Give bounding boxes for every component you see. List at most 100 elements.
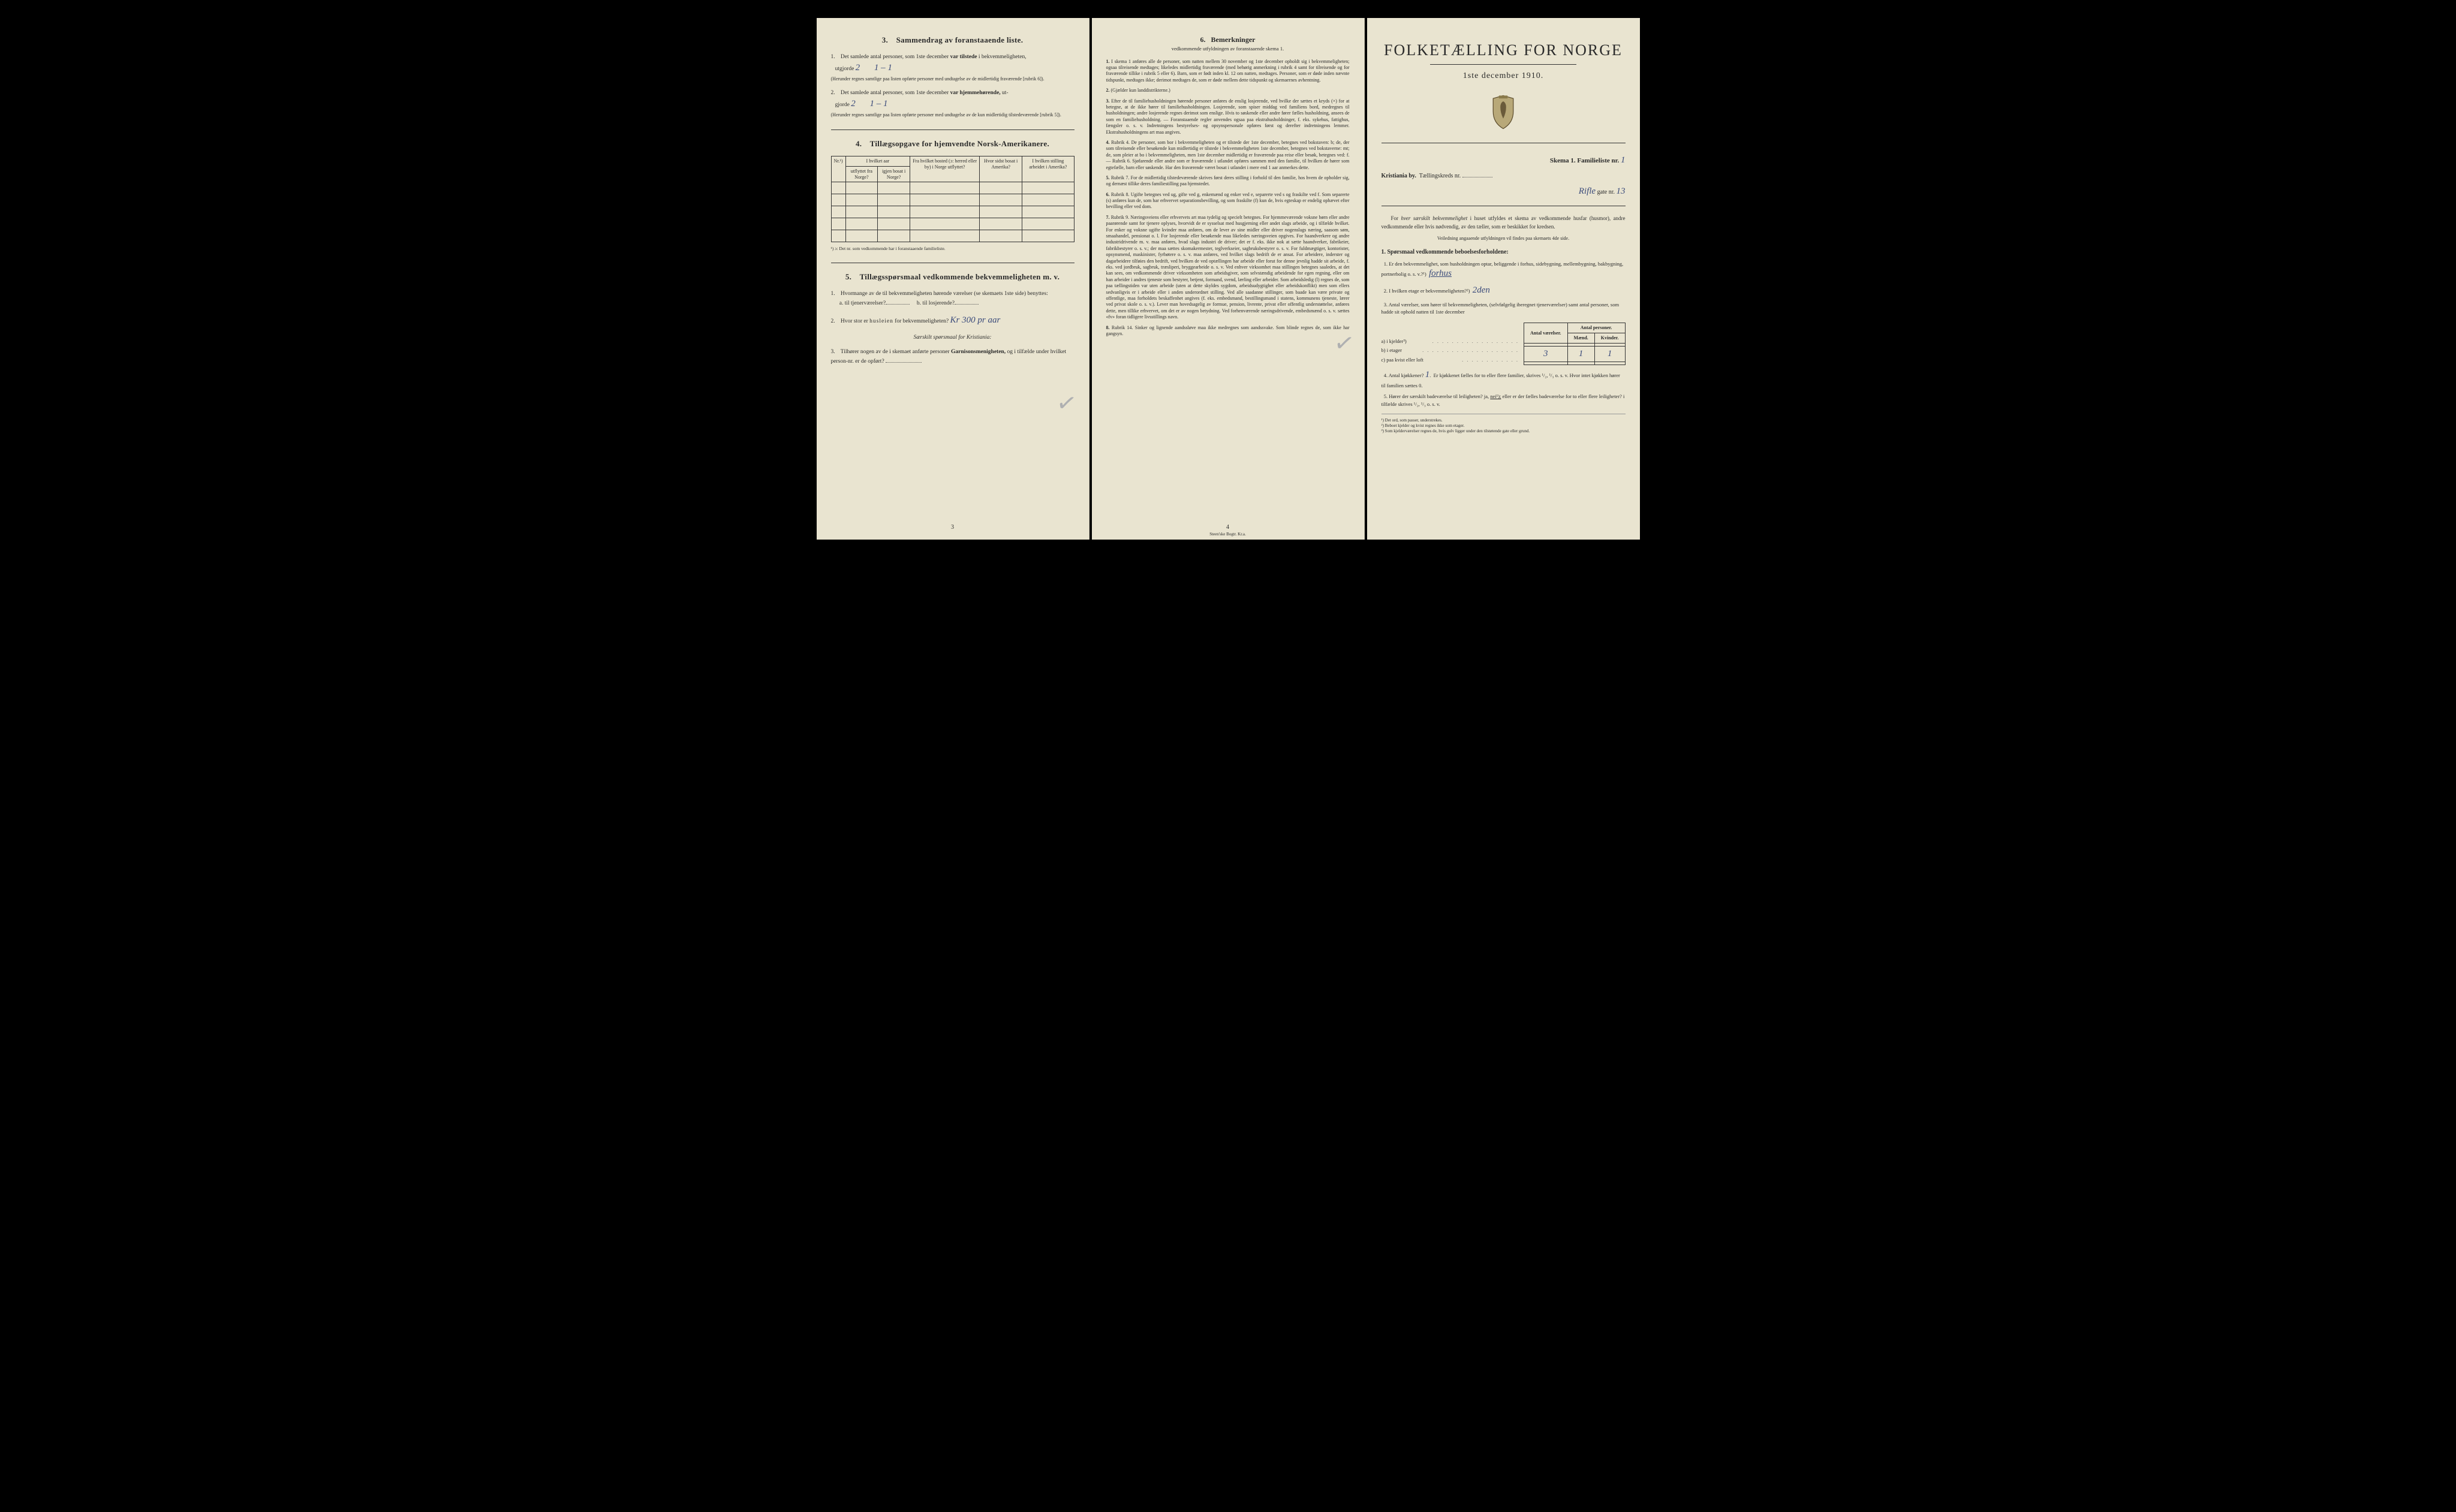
row-b-label: b) i etager <box>1382 347 1423 354</box>
section-4-title: 4. Tillægsopgave for hjemvendte Norsk-Am… <box>831 138 1074 149</box>
hq-4-value: 1 <box>1425 370 1430 379</box>
remark-7: 7. Rubrik 9. Næringsveiens eller erhverv… <box>1106 215 1350 321</box>
section-3-number: 3. <box>882 35 888 44</box>
hq-4: 4. Antal kjøkkener? 1. Er kjøkkenet fæll… <box>1382 369 1626 389</box>
remark-2: 2. (Gjælder kun landdistrikterne.) <box>1106 88 1350 94</box>
amerika-table: Nr.¹) I hvilket aar Fra hvilket bosted (… <box>831 156 1074 242</box>
hq-3: 3. Antal værelser, som hører til bekvemm… <box>1382 301 1626 316</box>
q3-1-note: (Herunder regnes samtlige paa listen opf… <box>831 76 1074 82</box>
street-label: gate nr. <box>1597 189 1615 195</box>
hq-5-nei: nei¹); <box>1490 393 1501 399</box>
footnotes: ¹) Det ord, som passer, understrekes. ²)… <box>1382 414 1626 434</box>
table-row <box>831 230 1074 242</box>
page-4: 6. Bemerkninger vedkommende utfyldningen… <box>1092 18 1365 540</box>
section-6-sub: vedkommende utfyldningen av foranstaaend… <box>1106 46 1350 52</box>
fn-3: ³) Som kjelderværelser regnes de, hvis g… <box>1382 429 1626 434</box>
q3-2-value: 2 <box>851 99 856 109</box>
census-date: 1ste december 1910. <box>1382 71 1626 82</box>
col-utfl: utflyttet fra Norge? <box>845 166 878 182</box>
col-aar: I hvilket aar <box>845 156 910 167</box>
q5-2-sp: husleien <box>869 318 893 324</box>
col-igjen: igjen bosat i Norge? <box>878 166 910 182</box>
address-line: Rifle gate nr. 13 <box>1382 185 1626 197</box>
q3-2-breakdown: 1 – 1 <box>870 99 888 109</box>
fn-1: ¹) Det ord, som passer, understrekes. <box>1382 418 1626 423</box>
q3-2-text-a: Det samlede antal personer, som 1ste dec… <box>841 90 949 96</box>
title-rule <box>1430 64 1576 65</box>
remark-1-text: I skema 1 anføres alle de personer, som … <box>1106 59 1350 83</box>
val-b-m: 1 <box>1567 346 1594 362</box>
hq-1-value: forhus <box>1429 269 1452 278</box>
section-5-title: 5. Tillægsspørsmaal vedkommende bekvemme… <box>831 272 1074 282</box>
q3-1-text-b: i bekvemmeligheten, <box>979 54 1027 60</box>
hq-2-value: 2den <box>1473 285 1490 295</box>
page-3: 3. Sammendrag av foranstaaende liste. 1.… <box>817 18 1089 540</box>
housing-questions: 1. Spørsmaal vedkommende beboelsesforhol… <box>1382 248 1626 408</box>
table-row <box>831 206 1074 218</box>
q3-2-text-b: ut- <box>1002 90 1009 96</box>
rooms-table: Antal værelser. Antal personer. Mænd. Kv… <box>1524 323 1626 365</box>
remark-6: 6. Rubrik 8. Ugifte betegnes ved ug, gif… <box>1106 192 1350 210</box>
remark-6-text: Rubrik 8. Ugifte betegnes ved ug, gifte … <box>1106 192 1350 210</box>
q5-2-value: Kr 300 pr aar <box>950 315 1001 325</box>
col-men: Mænd. <box>1567 333 1594 344</box>
col-stilling: I hvilken stilling arbeidet i Amerika? <box>1022 156 1074 182</box>
row-c-label: c) paa kvist eller loft <box>1382 356 1462 363</box>
page-1-cover: FOLKETÆLLING FOR NORGE 1ste december 191… <box>1367 18 1640 540</box>
district-label: Tællingskreds nr. <box>1419 173 1461 179</box>
remark-5: 5. Rubrik 7. For de midlertidig tilstede… <box>1106 175 1350 188</box>
hq-1-text: Er den bekvemmelighet, som husholdningen… <box>1382 261 1624 277</box>
remark-4: 4. Rubrik 4. De personer, som bor i bekv… <box>1106 140 1350 171</box>
skema-number: 1 <box>1621 155 1626 165</box>
val-b-k: 1 <box>1594 346 1625 362</box>
para1-em: hver særskilt bekvemmelighet <box>1401 215 1467 221</box>
skema-label: Skema 1. Familieliste nr. <box>1550 157 1619 164</box>
section-5-heading: Tillægsspørsmaal vedkommende bekvemmelig… <box>860 272 1060 281</box>
coat-of-arms-icon <box>1382 94 1626 132</box>
census-main-title: FOLKETÆLLING FOR NORGE <box>1382 40 1626 61</box>
hq-4-text: Antal kjøkkener? <box>1389 372 1424 378</box>
q5-2-pre: Hvor stor er <box>841 318 868 324</box>
remark-7-text: Rubrik 9. Næringsveiens eller erhvervets… <box>1106 215 1350 320</box>
section-3-title: 3. Sammendrag av foranstaaende liste. <box>831 35 1074 46</box>
q3-2: 2. Det samlede antal personer, som 1ste … <box>831 89 1074 119</box>
sec1-title: Spørsmaal vedkommende beboelsesforholden… <box>1387 249 1509 255</box>
divider-1 <box>831 129 1074 130</box>
table-row <box>831 182 1074 194</box>
page-number-3: 3 <box>817 523 1089 532</box>
q3-1-text-a: Det samlede antal personer, som 1ste dec… <box>841 54 949 60</box>
q5-1a: a. til tjenerværelser? <box>839 300 886 306</box>
q5-3-pre: Tilhører nogen av de i skemaet anførte p… <box>841 349 950 355</box>
section-3-heading: Sammendrag av foranstaaende liste. <box>896 35 1024 44</box>
street-name: Rifle <box>1579 186 1596 196</box>
col-sidst: Hvor sidst bosat i Amerika? <box>980 156 1022 182</box>
rooms-row-labels: a) i kjelder³). . . . . . . . . . . . . … <box>1382 319 1519 365</box>
q5-3-bold: Garnisonsmenigheten, <box>951 349 1006 355</box>
remark-2-text: (Gjælder kun landdistrikterne.) <box>1111 88 1170 93</box>
remark-3: 3. Efter de til familiehusholdningen hør… <box>1106 98 1350 135</box>
table-row <box>831 194 1074 206</box>
fn-2: ²) Beboet kjelder og kvist regnes ikke s… <box>1382 423 1626 429</box>
remark-5-text: Rubrik 7. For de midlertidig tilstedevær… <box>1106 175 1350 186</box>
remark-8: 8. Rubrik 14. Sinker og lignende aandssl… <box>1106 325 1350 338</box>
q3-2-utg: gjorde <box>835 102 850 108</box>
remark-1: 1. I skema 1 anføres alle de personer, s… <box>1106 59 1350 84</box>
q3-2-note: (Herunder regnes samtlige paa listen opf… <box>831 112 1074 118</box>
q3-1-breakdown: 1 – 1 <box>874 63 892 73</box>
q5-1: 1. Hvormange av de til bekvemmeligheten … <box>831 290 1074 308</box>
col-vaer: Antal værelser. <box>1524 323 1567 343</box>
remark-8-text: Rubrik 14. Sinker og lignende aandssløve… <box>1106 325 1350 336</box>
q5-2-post: for bekvemmeligheten? <box>895 318 949 324</box>
section-5-number: 5. <box>845 272 851 281</box>
page-number-4: 4 <box>1092 523 1364 532</box>
q3-1-value: 2 <box>856 63 860 73</box>
q3-1-utg: utgjorde <box>835 66 854 72</box>
table-row: 3 1 1 <box>1524 346 1625 362</box>
q5-1b: b. til losjerende? <box>917 300 955 306</box>
hq-5: 5. Hører der særskilt badeværelse til le… <box>1382 393 1626 408</box>
section-6-heading: Bemerkninger <box>1211 35 1256 44</box>
q5-2: 2. Hvor stor er husleien for bekvemmelig… <box>831 314 1074 327</box>
instructions-para: For hver særskilt bekvemmelighet i huset… <box>1382 215 1626 231</box>
street-number: 13 <box>1617 186 1626 196</box>
q3-2-bold: var hjemmehørende, <box>950 90 1001 96</box>
